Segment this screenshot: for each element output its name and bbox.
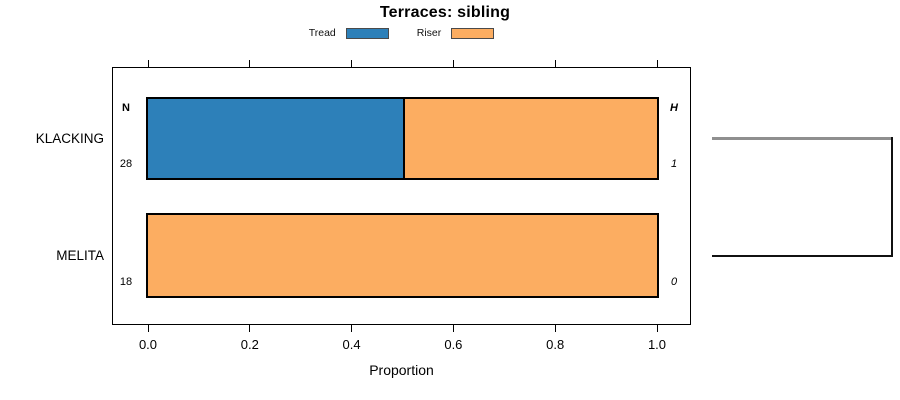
x-tick-bottom	[351, 325, 353, 332]
chart-title: Terraces: sibling	[379, 4, 511, 21]
n-value-klacking: 28	[119, 158, 133, 170]
x-tick-top	[554, 60, 556, 67]
x-tick-top	[452, 60, 454, 67]
h-value-klacking: 1	[670, 158, 678, 170]
x-tick-top	[249, 60, 251, 67]
n-value-melita: 18	[119, 276, 133, 288]
x-tick-label: 0.0	[138, 337, 158, 352]
legend-swatch-tread	[345, 27, 389, 39]
bar-segment-klacking-riser	[402, 99, 657, 178]
x-tick-bottom	[249, 325, 251, 332]
row-label-melita: MELITA	[56, 247, 104, 263]
dendrogram-join	[891, 137, 893, 257]
bar-segment-klacking-tread	[148, 99, 403, 178]
row-label-klacking: KLACKING	[35, 130, 104, 146]
h-value-melita: 0	[670, 276, 678, 288]
legend-item-riser: Riser	[417, 27, 495, 39]
x-tick-bottom	[452, 325, 454, 332]
x-tick-top	[351, 60, 353, 67]
x-tick-top	[147, 60, 149, 67]
dendrogram-branch-top	[712, 137, 893, 140]
x-tick-label: 1.0	[647, 337, 667, 352]
chart-legend: Tread Riser	[112, 25, 691, 41]
x-tick-label: 0.2	[240, 337, 259, 352]
bar-klacking	[146, 97, 659, 180]
x-tick-bottom	[656, 325, 658, 332]
x-tick-top	[656, 60, 658, 67]
legend-label-tread: Tread	[308, 27, 336, 39]
x-tick-bottom	[554, 325, 556, 332]
legend-swatch-riser	[451, 27, 495, 39]
x-tick-label: 0.6	[444, 337, 463, 352]
bar-melita	[146, 213, 659, 298]
x-axis-title: Proportion	[369, 362, 434, 378]
dendrogram-branch-bottom	[712, 254, 893, 257]
n-column-header: N	[122, 102, 130, 114]
x-tick-label: 0.8	[546, 337, 565, 352]
x-tick-bottom	[147, 325, 149, 332]
bar-segment-melita-riser	[148, 215, 657, 296]
x-tick-label: 0.4	[342, 337, 361, 352]
legend-item-tread: Tread	[309, 27, 389, 39]
h-column-header: H	[670, 102, 678, 114]
legend-label-riser: Riser	[416, 27, 442, 39]
